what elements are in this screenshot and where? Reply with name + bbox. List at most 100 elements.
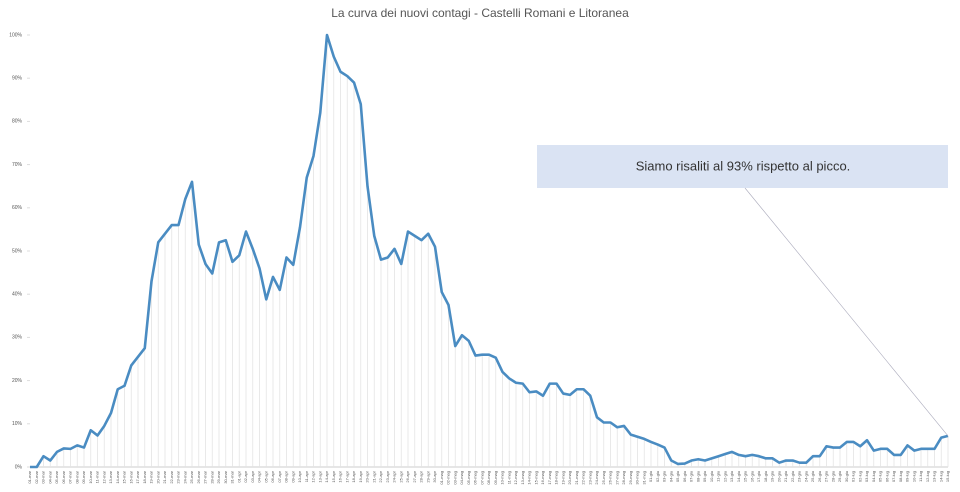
x-tick-label: 07-mar (68, 470, 73, 483)
x-tick-label: 24-apr (392, 470, 397, 482)
x-tick-label: 21-mag (574, 471, 579, 485)
x-tick-label: 06-mag (473, 471, 478, 485)
x-tick-label: 15-giu (743, 471, 748, 482)
x-tick-label: 13-lug (932, 471, 937, 482)
x-tick-label: 12-apr (311, 470, 316, 482)
x-tick-label: 20-giu (776, 471, 781, 482)
y-tick-label: 0% (15, 464, 23, 470)
x-tick-label: 07-mag (479, 471, 484, 485)
x-tick-label: 30-mag (635, 471, 640, 485)
x-tick-label: 15-mag (533, 471, 538, 485)
x-tick-label: 10-lug (911, 471, 916, 482)
x-tick-label: 27-mar (203, 470, 208, 483)
x-tick-label: 22-giu (790, 471, 795, 482)
x-tick-label: 13-mar (108, 470, 113, 483)
x-tick-label: 25-mar (189, 470, 194, 483)
chart-title: La curva dei nuovi contagi - Castelli Ro… (331, 6, 629, 20)
x-tick-label: 10-apr (297, 470, 302, 482)
x-tick-label: 14-giu (736, 471, 741, 482)
x-tick-label: 19-giu (770, 471, 775, 482)
x-tick-label: 01-mag (439, 471, 444, 485)
annotation-pointer (744, 187, 949, 437)
y-tick-label: 50% (12, 248, 23, 254)
x-tick-label: 03-apr (250, 470, 255, 482)
x-tick-label: 27-giu (824, 471, 829, 482)
x-tick-label: 07-lug (891, 471, 896, 482)
x-tick-label: 04-mar (47, 470, 52, 483)
x-tick-label: 06-giu (682, 471, 687, 482)
x-tick-label: 10-mar (88, 470, 93, 483)
y-tick-label: 90% (12, 76, 23, 82)
x-tick-label: 08-giu (695, 471, 700, 482)
y-tick-label: 80% (12, 119, 23, 125)
x-tick-label: 19-mar (149, 470, 154, 483)
x-tick-label: 05-apr (263, 470, 268, 482)
x-tick-label: 22-mar (169, 470, 174, 483)
x-tick-label: 03-mag (452, 471, 457, 485)
x-tick-label: 08-apr (284, 470, 289, 482)
x-tick-label: 06-apr (270, 470, 275, 482)
x-tick-label: 25-mag (601, 471, 606, 485)
line-series (30, 33, 949, 469)
x-tick-label: 12-lug (925, 471, 930, 482)
x-tick-label: 24-mar (182, 470, 187, 483)
x-tick-label: 18-apr (351, 470, 356, 482)
annotation: Siamo risaliti al 93% rispetto al picco. (636, 158, 851, 173)
x-tick-label: 23-mar (176, 470, 181, 483)
x-tick-label: 03-mar (41, 470, 46, 483)
x-tick-label: 07-apr (277, 470, 282, 482)
x-tick-label: 20-apr (365, 470, 370, 482)
x-tick-label: 02-mar (34, 470, 39, 483)
x-tick-label: 26-mar (196, 470, 201, 483)
x-tick-label: 12-mag (513, 471, 518, 485)
x-tick-label: 06-mar (61, 470, 66, 483)
y-tick-label: 70% (12, 162, 23, 168)
x-tick-label: 13-giu (729, 471, 734, 482)
x-tick-label: 06-lug (884, 471, 889, 482)
x-tick-label: 24-mag (594, 471, 599, 485)
x-tick-label: 02-lug (857, 471, 862, 482)
x-tick-label: 23-giu (797, 471, 802, 482)
x-tick-label: 16-mag (540, 471, 545, 485)
x-tick-label: 11-mar (95, 470, 100, 483)
x-tick-label: 17-mag (547, 471, 552, 485)
x-tick-label: 18-mag (554, 471, 559, 485)
x-tick-label: 09-mag (493, 471, 498, 485)
x-tick-label: 01-apr (236, 470, 241, 482)
x-tick-label: 25-apr (398, 470, 403, 482)
x-tick-label: 05-giu (675, 471, 680, 482)
x-tick-label: 16-apr (338, 470, 343, 482)
x-tick-label: 01-mar (27, 470, 32, 483)
x-tick-label: 02-giu (655, 471, 660, 482)
x-tick-label: 28-giu (830, 471, 835, 482)
x-tick-label: 19-apr (358, 470, 363, 482)
x-tick-label: 09-giu (702, 471, 707, 482)
x-tick-label: 20-mag (567, 471, 572, 485)
x-tick-label: 08-lug (898, 471, 903, 482)
x-tick-label: 07-giu (689, 471, 694, 482)
x-tick-label: 02-mag (446, 471, 451, 485)
x-tick-label: 13-apr (317, 470, 322, 482)
x-tick-label: 29-apr (425, 470, 430, 482)
x-tick-label: 17-giu (756, 471, 761, 482)
x-tick-label: 28-mag (621, 471, 626, 485)
x-tick-label: 29-giu (837, 471, 842, 482)
x-tick-label: 21-mar (162, 470, 167, 483)
x-tick-label: 14-mag (527, 471, 532, 485)
x-tick-label: 26-giu (817, 471, 822, 482)
x-tick-label: 05-mar (54, 470, 59, 483)
x-tick-label: 28-mar (209, 470, 214, 483)
x-tick-label: 03-giu (662, 471, 667, 482)
x-tick-label: 04-giu (668, 471, 673, 482)
y-tick-label: 20% (12, 378, 23, 384)
x-tick-label: 29-mag (628, 471, 633, 485)
x-tick-label: 17-apr (344, 470, 349, 482)
x-tick-label: 27-apr (412, 470, 417, 482)
x-tick-label: 19-mag (560, 471, 565, 485)
x-tick-label: 23-mag (587, 471, 592, 485)
x-tick-label: 31-mag (641, 471, 646, 485)
x-tick-label: 11-lug (918, 471, 923, 482)
x-tick-label: 18-mar (142, 470, 147, 483)
x-tick-label: 04-lug (871, 471, 876, 482)
